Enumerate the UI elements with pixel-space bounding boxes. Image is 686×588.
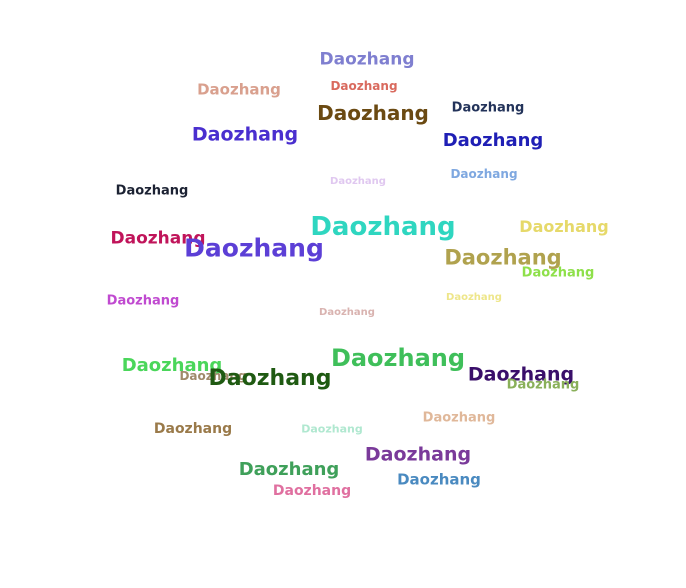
- word-cloud-word: Daozhang: [208, 366, 332, 391]
- word-cloud-word: Daozhang: [115, 183, 189, 199]
- word-cloud-word: Daozhang: [451, 100, 525, 116]
- word-cloud-word: Daozhang: [319, 49, 415, 70]
- word-cloud-word: Daozhang: [179, 369, 247, 383]
- word-cloud-word: Daozhang: [330, 176, 386, 187]
- word-cloud-word: Daozhang: [330, 79, 398, 93]
- word-cloud-word: Daozhang: [422, 410, 496, 426]
- word-cloud-word: Daozhang: [519, 217, 609, 236]
- word-cloud-word: Daozhang: [184, 233, 324, 263]
- word-cloud-word: Daozhang: [364, 443, 472, 466]
- word-cloud-word: Daozhang: [110, 228, 206, 249]
- word-cloud-word: Daozhang: [121, 355, 223, 376]
- word-cloud-word: Daozhang: [317, 101, 429, 125]
- word-cloud-word: Daozhang: [467, 363, 575, 386]
- word-cloud-word: Daozhang: [272, 483, 352, 499]
- word-cloud-word: Daozhang: [301, 422, 363, 436]
- word-cloud-word: Daozhang: [521, 265, 595, 281]
- word-cloud-word: Daozhang: [397, 470, 481, 489]
- word-cloud-word: Daozhang: [506, 377, 580, 393]
- word-cloud-word: Daozhang: [310, 212, 456, 242]
- word-cloud-word: Daozhang: [442, 130, 544, 151]
- word-cloud-word: Daozhang: [444, 245, 562, 270]
- word-cloud-word: Daozhang: [153, 421, 233, 437]
- word-cloud-word: Daozhang: [238, 459, 340, 480]
- word-cloud-word: Daozhang: [446, 292, 502, 303]
- word-cloud-word: Daozhang: [450, 167, 518, 181]
- word-cloud-word: Daozhang: [330, 344, 466, 372]
- word-cloud-word: Daozhang: [319, 307, 375, 318]
- word-cloud-word: Daozhang: [197, 80, 281, 99]
- word-cloud-word: Daozhang: [106, 293, 180, 309]
- word-cloud-word: Daozhang: [191, 123, 299, 146]
